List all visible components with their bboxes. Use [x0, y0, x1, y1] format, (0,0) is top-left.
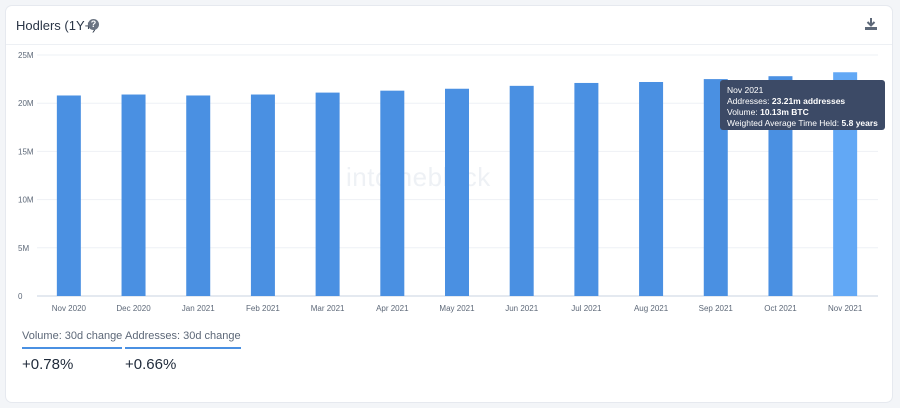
addresses-change-value: +0.66% [125, 356, 177, 373]
x-tick-label: Feb 2021 [246, 304, 280, 313]
y-tick-label: 15M [18, 147, 34, 156]
y-tick-label: 25M [18, 51, 34, 60]
x-tick-label: Dec 2020 [116, 304, 151, 313]
x-tick-label: Nov 2021 [828, 304, 863, 313]
x-tick-label: Jun 2021 [505, 304, 538, 313]
tab-addresses-change[interactable]: Addresses: 30d change [125, 330, 241, 349]
bar-nov-2020[interactable] [56, 95, 81, 296]
tooltip-date: Nov 2021 [727, 85, 764, 95]
bar-mar-2021[interactable] [315, 92, 340, 296]
tab-volume-change[interactable]: Volume: 30d change [22, 330, 123, 349]
bar-chart: 0 5M 10M 15M 20M 25M Nov 2020 Dec 2020 Jan 2021 F… [18, 51, 878, 313]
x-tick-label: May 2021 [439, 304, 475, 313]
bar-may-2021[interactable] [445, 88, 469, 297]
x-tick-label: Nov 2020 [52, 304, 87, 313]
y-tick-label: 10M [18, 196, 34, 205]
volume-change-value: +0.78% [22, 356, 74, 373]
y-tick-label: 20M [18, 99, 34, 108]
download-icon[interactable] [863, 16, 879, 32]
bar-jun-2021[interactable] [509, 85, 534, 297]
x-tick-label: Jan 2021 [182, 304, 215, 313]
bar-dec-2020[interactable] [121, 94, 146, 296]
chart-title: Hodlers (1Y+) [16, 18, 97, 33]
tooltip-time-held: Weighted Average Time Held: 5.8 years [727, 118, 878, 128]
bar-apr-2021[interactable] [380, 90, 405, 296]
x-tick-label: Oct 2021 [764, 304, 797, 313]
tooltip-addresses: Addresses: 23.21m addresses [727, 96, 846, 106]
bar-jul-2021[interactable] [574, 82, 599, 297]
card-header: Hodlers (1Y+) ? [6, 6, 892, 45]
x-tick-label: Apr 2021 [376, 304, 409, 313]
x-tick-label: Mar 2021 [311, 304, 345, 313]
bar-jan-2021[interactable] [186, 95, 211, 296]
chart-tooltip: Nov 2021 Addresses: 23.21m addresses Vol… [720, 80, 885, 130]
x-tick-label: Aug 2021 [634, 304, 669, 313]
bar-feb-2021[interactable] [250, 94, 275, 296]
x-tick-label: Jul 2021 [571, 304, 602, 313]
tooltip-volume: Volume: 10.13m BTC [727, 107, 809, 117]
bar-aug-2021[interactable] [639, 81, 664, 296]
y-tick-label: 5M [18, 244, 29, 253]
y-tick-label: 0 [18, 292, 23, 301]
x-tick-label: Sep 2021 [699, 304, 734, 313]
question-circle-icon[interactable]: ? [88, 19, 99, 30]
